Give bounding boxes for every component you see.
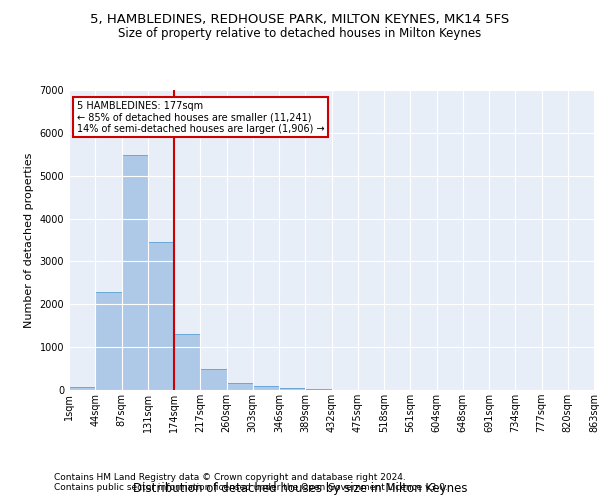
Bar [253,386,279,390]
Text: Contains HM Land Registry data © Crown copyright and database right 2024.: Contains HM Land Registry data © Crown c… [54,474,406,482]
Text: Contains public sector information licensed under the Open Government Licence v3: Contains public sector information licen… [54,484,448,492]
Text: 5 HAMBLEDINES: 177sqm
← 85% of detached houses are smaller (11,241)
14% of semi-: 5 HAMBLEDINES: 177sqm ← 85% of detached … [77,100,325,134]
Text: 5, HAMBLEDINES, REDHOUSE PARK, MILTON KEYNES, MK14 5FS: 5, HAMBLEDINES, REDHOUSE PARK, MILTON KE… [91,12,509,26]
Text: Size of property relative to detached houses in Milton Keynes: Size of property relative to detached ho… [118,28,482,40]
Bar [227,383,253,390]
Bar [69,386,95,390]
Bar [174,334,200,390]
Bar [305,388,331,390]
Bar [95,292,121,390]
Bar [121,155,148,390]
Y-axis label: Number of detached properties: Number of detached properties [24,152,34,328]
Bar [279,388,305,390]
Bar [148,242,174,390]
Text: Distribution of detached houses by size in Milton Keynes: Distribution of detached houses by size … [133,482,467,495]
Bar [200,370,227,390]
